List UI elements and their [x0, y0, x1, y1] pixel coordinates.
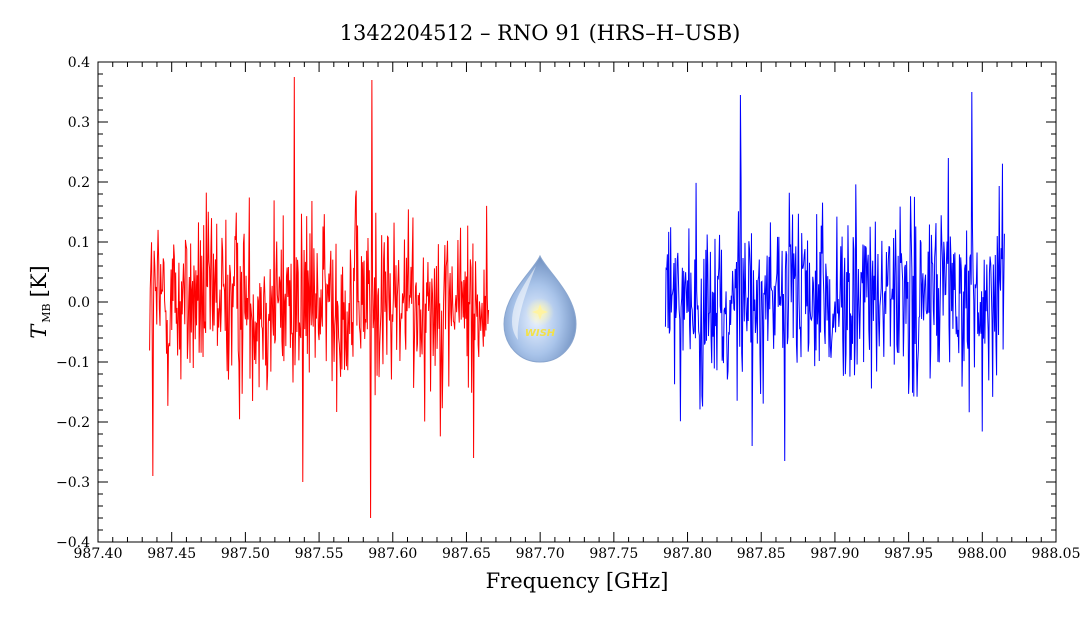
x-tick-label: 988.05: [1032, 546, 1080, 562]
y-tick-label: 0.2: [68, 175, 90, 191]
x-tick-label: 987.60: [368, 546, 417, 562]
y-tick-label: 0.0: [68, 295, 90, 311]
y-tick-label: −0.3: [56, 475, 90, 491]
x-tick-label: 988.00: [958, 546, 1007, 562]
y-tick-label: 0.3: [68, 115, 90, 131]
y-tick-label: 0.1: [68, 235, 90, 251]
logo-label: WISH: [525, 328, 556, 339]
y-axis-symbol: T: [27, 323, 51, 339]
x-tick-label: 987.55: [295, 546, 344, 562]
x-tick-label: 987.95: [884, 546, 933, 562]
x-tick-label: 987.75: [589, 546, 638, 562]
x-tick-label: 987.85: [737, 546, 786, 562]
water-drop-logo: WISH: [504, 256, 576, 362]
y-tick-label: −0.2: [56, 415, 90, 431]
y-axis-subscript: MB: [40, 303, 53, 322]
y-axis-unit: [K]: [27, 265, 51, 297]
series-line-2: [665, 92, 1004, 461]
x-tick-label: 987.80: [663, 546, 712, 562]
series-layer: [150, 77, 1005, 518]
x-tick-label: 987.50: [221, 546, 270, 562]
x-tick-label: 987.45: [147, 546, 196, 562]
y-tick-label: 0.4: [68, 55, 90, 71]
y-tick-label: −0.4: [56, 535, 90, 551]
series-line-1: [150, 77, 489, 518]
y-axis-label: TMB [K]: [27, 265, 53, 338]
x-tick-label: 987.70: [516, 546, 565, 562]
x-axis-label: Frequency [GHz]: [486, 569, 669, 593]
x-tick-label: 987.65: [442, 546, 491, 562]
y-tick-label: −0.1: [56, 355, 90, 371]
x-tick-label: 987.90: [810, 546, 859, 562]
chart-title: 1342204512 – RNO 91 (HRS–H–USB): [340, 21, 741, 45]
